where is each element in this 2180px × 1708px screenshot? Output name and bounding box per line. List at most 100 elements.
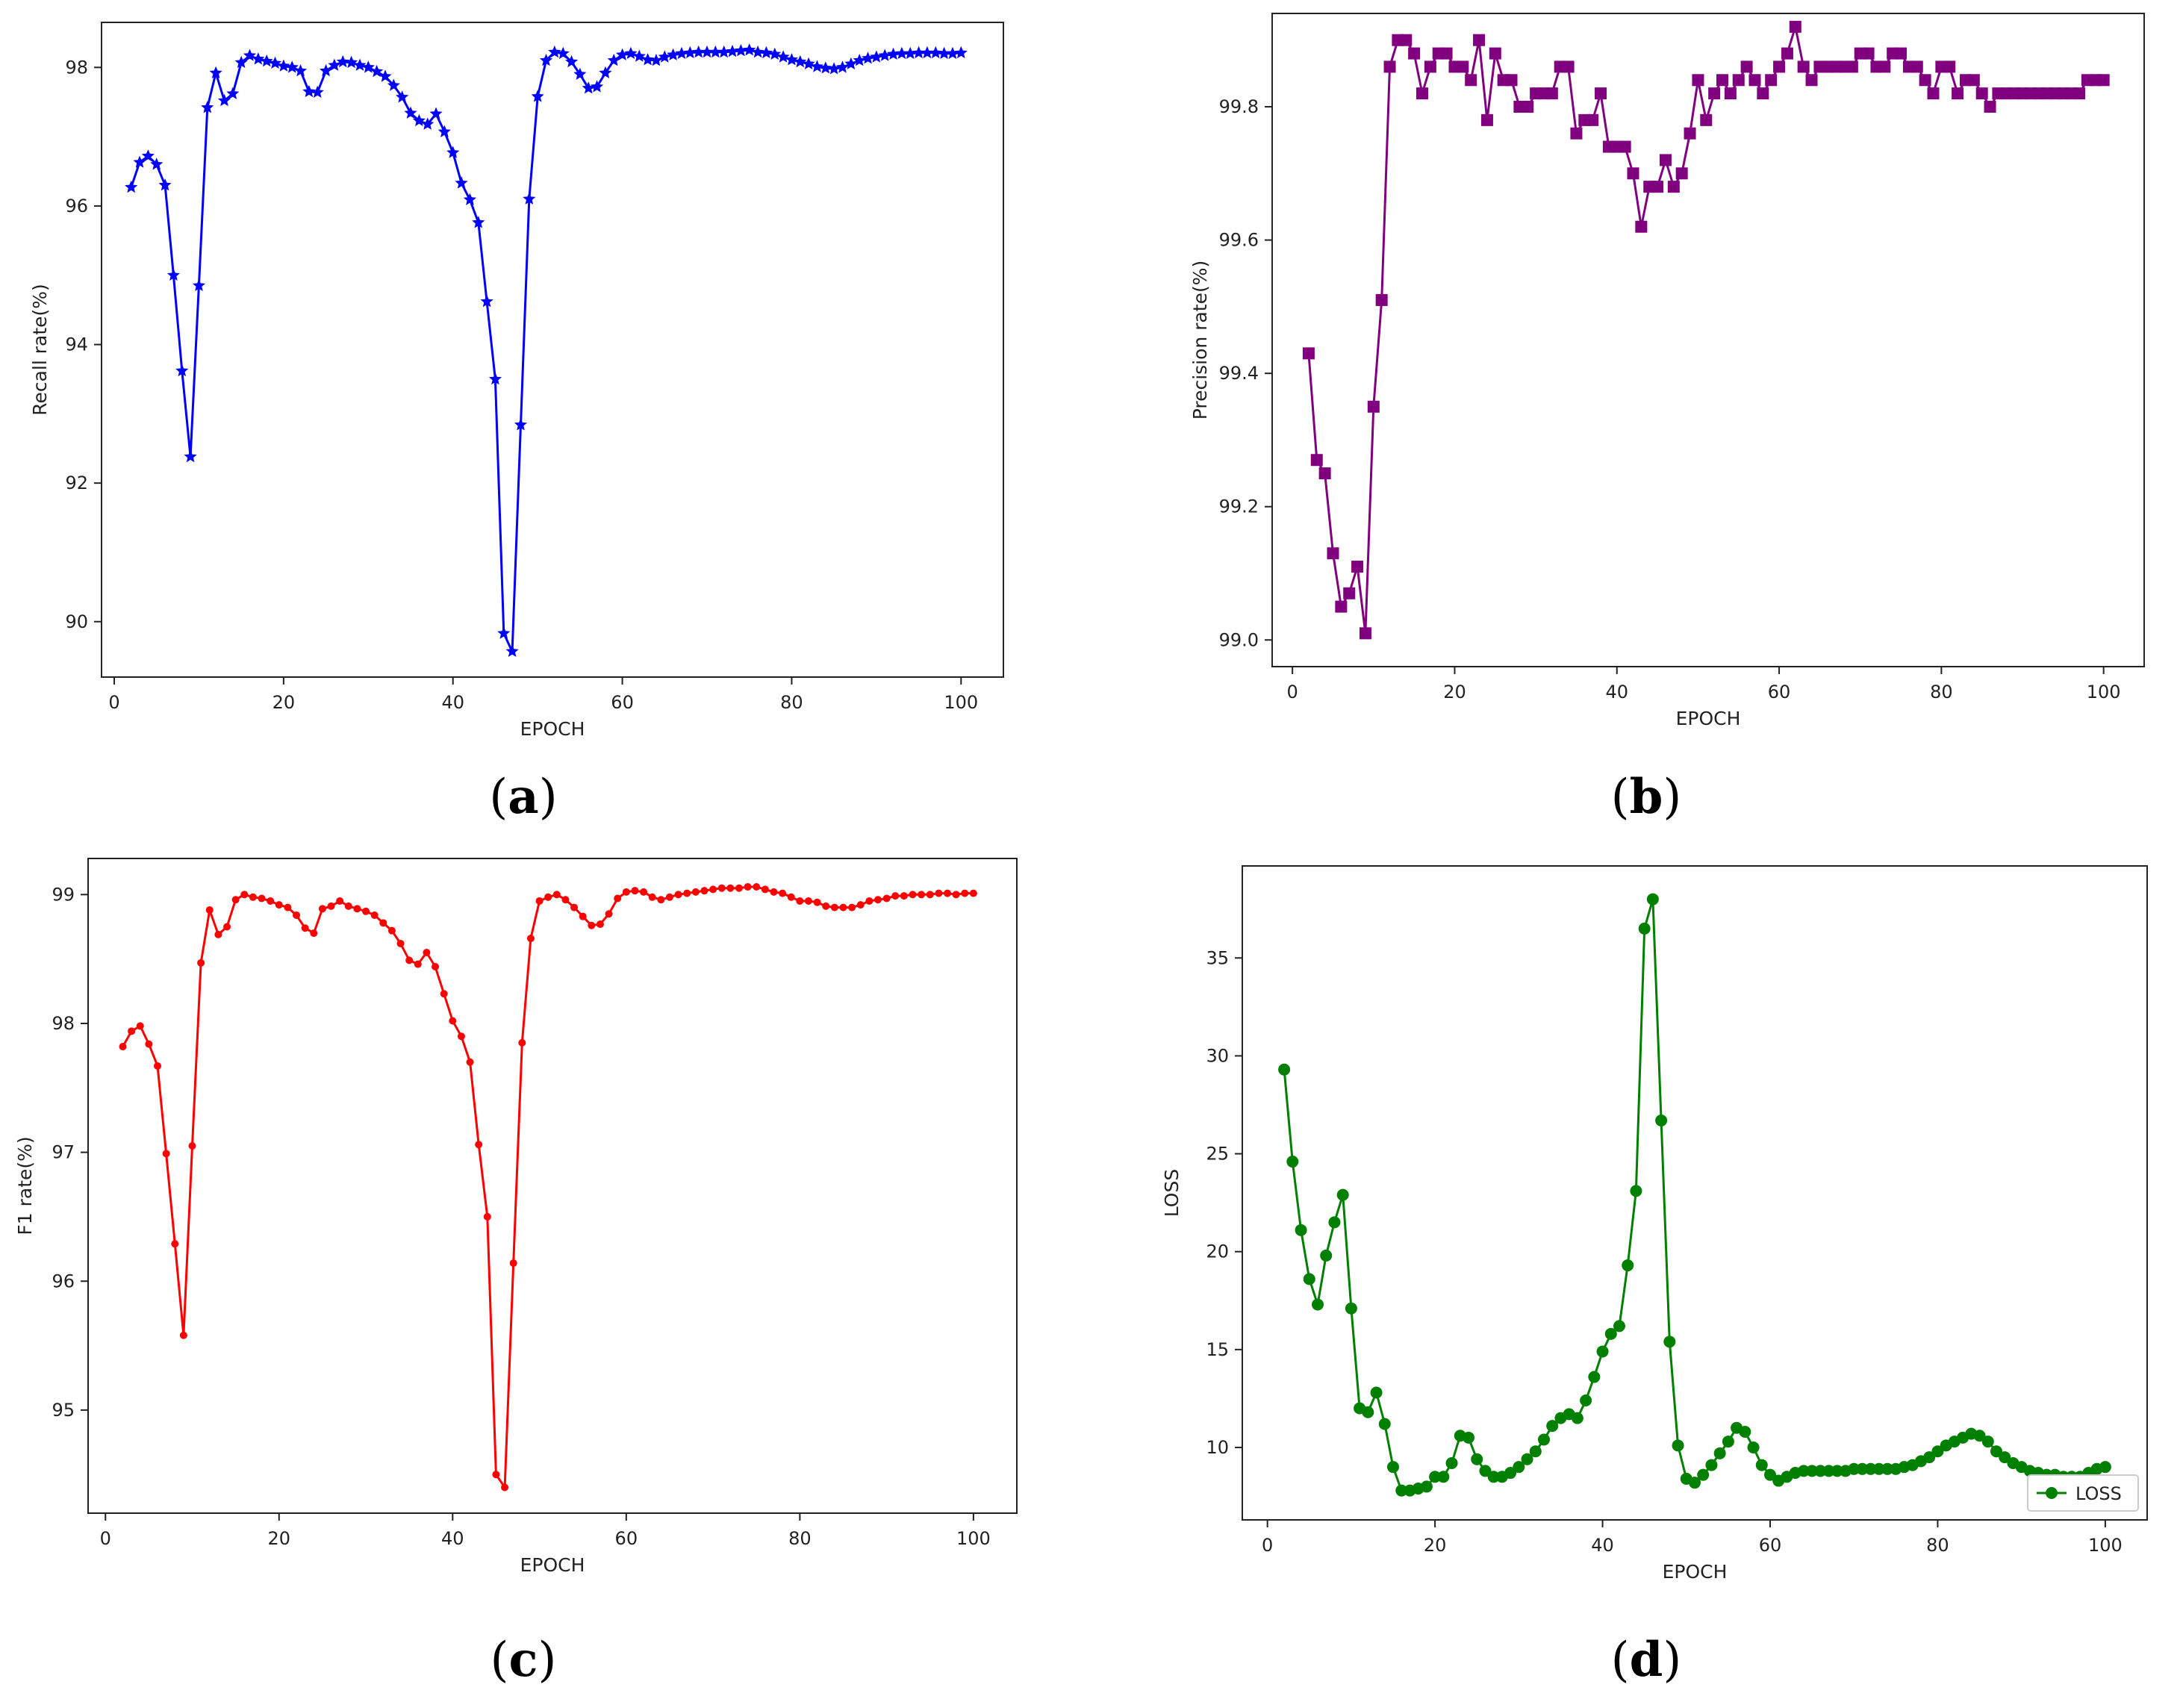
- data-point: [269, 56, 282, 69]
- data-point: [412, 113, 426, 127]
- x-axis-label: EPOCH: [520, 718, 585, 740]
- x-tick-label: 100: [944, 692, 978, 713]
- data-point: [396, 90, 409, 103]
- data-point: [125, 180, 138, 193]
- series-line: [122, 885, 974, 1492]
- data-point: [119, 1043, 127, 1051]
- data-point: [726, 884, 735, 892]
- data-point: [751, 45, 764, 58]
- data-point: [700, 887, 708, 895]
- data-point: [1692, 74, 1704, 87]
- data-point: [258, 894, 266, 903]
- data-point: [708, 45, 722, 58]
- data-point: [1302, 347, 1315, 360]
- data-point: [1831, 1465, 1843, 1477]
- data-point: [1973, 1430, 1986, 1442]
- data-point: [1981, 1436, 1994, 1448]
- data-point: [311, 85, 324, 98]
- data-point: [1630, 1185, 1642, 1197]
- precision-chart: 0 20 40 60 80 100 99.0 99.2 99.4 99.6 99.8 EPOCH Pre…: [1189, 13, 2145, 729]
- data-point: [449, 1017, 457, 1025]
- data-point: [1513, 1461, 1525, 1474]
- data-point: [205, 906, 214, 914]
- data-point: [579, 912, 587, 920]
- data-point: [345, 55, 358, 69]
- data-point: [667, 48, 680, 60]
- data-point: [455, 176, 468, 189]
- data-point: [743, 43, 756, 56]
- data-point: [1765, 74, 1778, 87]
- data-point: [658, 50, 671, 63]
- x-tick-label: 0: [108, 692, 119, 713]
- data-point: [1318, 467, 1331, 480]
- data-point: [267, 897, 275, 905]
- plot-frame: [1271, 13, 2145, 667]
- data-point: [405, 956, 414, 964]
- data-point: [878, 49, 891, 61]
- data-point: [1351, 561, 1364, 573]
- data-point: [1990, 1445, 2002, 1458]
- data-point: [779, 889, 787, 897]
- data-point: [1672, 1439, 1684, 1452]
- legend-label: LOSS: [2075, 1483, 2122, 1504]
- data-point: [1805, 74, 1818, 87]
- data-point: [1440, 47, 1453, 60]
- data-point: [632, 49, 646, 62]
- data-point: [1345, 1302, 1357, 1315]
- data-point: [561, 896, 570, 904]
- panel-b: 0 20 40 60 80 100 99.0 99.2 99.4 99.6 99.8 EPOCH Pre…: [1120, 0, 2180, 821]
- data-point: [1429, 1471, 1442, 1483]
- data-point: [640, 888, 648, 896]
- data-point: [1378, 1418, 1391, 1430]
- data-point: [362, 907, 370, 915]
- data-point: [446, 146, 460, 158]
- x-tick-label: 80: [780, 692, 803, 713]
- y-tick-label: 97: [52, 1142, 75, 1163]
- data-point: [1675, 167, 1688, 180]
- data-point: [596, 920, 604, 929]
- y-tick-label: 25: [1206, 1144, 1229, 1165]
- data-point: [475, 1141, 483, 1149]
- x-tick-label: 40: [1591, 1535, 1614, 1556]
- data-point: [1872, 1462, 1885, 1475]
- y-axis-label: Recall rate(%): [29, 284, 51, 416]
- data-point: [1895, 47, 1908, 60]
- data-point: [614, 894, 622, 903]
- x-tick-label: 20: [1443, 682, 1466, 702]
- data-point: [480, 295, 493, 308]
- data-point: [370, 64, 384, 78]
- x-tick-label: 100: [2087, 682, 2121, 702]
- data-point: [523, 192, 536, 205]
- data-point: [179, 1331, 187, 1339]
- data-point: [675, 46, 688, 59]
- data-point: [1359, 627, 1371, 640]
- data-point: [166, 268, 180, 281]
- data-point: [1881, 1462, 1894, 1475]
- data-point: [744, 882, 752, 891]
- data-point: [1943, 60, 1956, 73]
- data-point: [1465, 74, 1477, 87]
- data-point: [895, 46, 909, 59]
- data-point: [472, 216, 485, 228]
- data-point: [284, 903, 292, 911]
- data-point: [1999, 1451, 2011, 1464]
- data-point: [1545, 87, 1558, 100]
- data-point: [429, 107, 443, 119]
- data-point: [432, 963, 440, 971]
- data-point: [1700, 113, 1713, 126]
- y-tick-label: 95: [52, 1400, 75, 1421]
- data-point: [201, 101, 214, 113]
- x-tick-label: 60: [1768, 682, 1791, 702]
- data-point: [870, 50, 883, 63]
- data-point: [457, 1032, 465, 1041]
- data-point: [1335, 600, 1348, 613]
- y-tick-label: 35: [1206, 947, 1229, 968]
- data-point: [1473, 34, 1486, 46]
- data-point: [327, 902, 335, 910]
- data-point: [514, 418, 527, 431]
- data-point: [249, 893, 257, 901]
- data-point: [830, 903, 838, 911]
- data-point: [1383, 60, 1396, 73]
- data-point: [665, 893, 673, 901]
- data-point: [171, 1240, 179, 1248]
